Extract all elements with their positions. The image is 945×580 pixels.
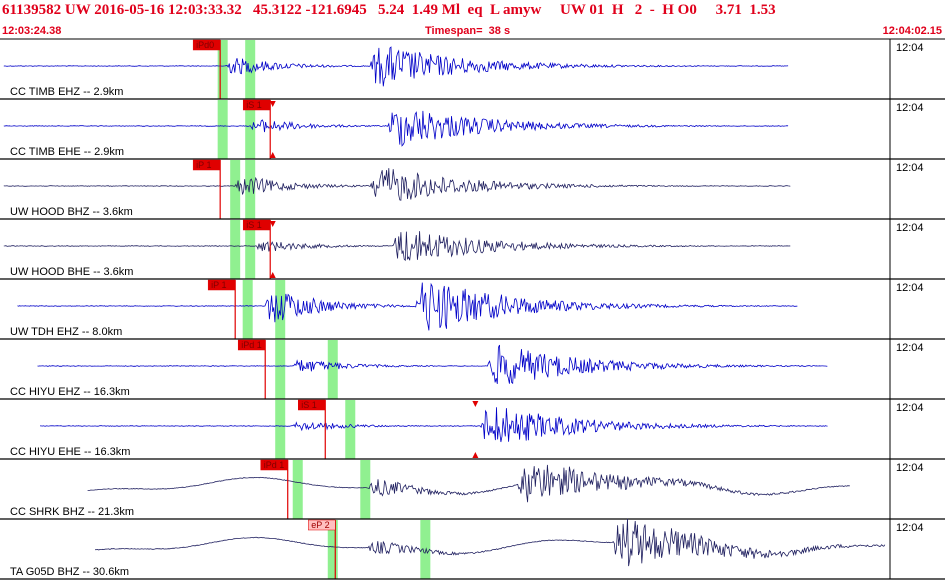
pick-triangle-top [269, 101, 276, 107]
travel-time-window [275, 400, 286, 459]
timespan-label: Timespan= 38 s [425, 25, 511, 37]
pick-triangle-top [472, 401, 479, 407]
phase-pick-label: iPd0 [196, 40, 214, 50]
phase-pick-flag[interactable] [260, 459, 288, 471]
pick-triangle-bottom [269, 272, 276, 278]
travel-time-window [360, 460, 371, 519]
phase-pick-label: iS 1 [246, 220, 262, 230]
waveform [87, 464, 850, 503]
waveform [17, 282, 798, 331]
time-axis-header: 12:03:24.38 Timespan= 38 s 12:04:02.15 [0, 25, 945, 38]
phase-pick-flag[interactable] [242, 99, 271, 111]
travel-time-window [327, 520, 338, 579]
travel-time-window [217, 100, 228, 159]
trace-row[interactable]: iPd0 CC TIMB EHZ -- 2.9km 12:04 [0, 39, 945, 100]
travel-time-window [230, 220, 241, 279]
channel-label: UW TDH EHZ -- 8.0km [10, 326, 122, 338]
row-time-label: 12:04 [896, 282, 924, 294]
phase-pick-flag[interactable] [192, 39, 221, 51]
trace-row[interactable]: iPd 1 CC SHRK BHZ -- 21.3km 12:04 [0, 459, 945, 520]
channel-label: CC HIYU EHE -- 16.3km [10, 446, 130, 458]
travel-time-window [217, 40, 228, 99]
phase-pick-flag[interactable] [237, 339, 266, 351]
phase-pick-flag[interactable] [192, 159, 221, 171]
phase-pick-flag[interactable] [242, 219, 271, 231]
travel-time-window [345, 400, 356, 459]
trace-row[interactable]: iS 1 CC TIMB EHE -- 2.9km 12:04 [0, 99, 945, 160]
travel-time-window [292, 460, 303, 519]
phase-pick-label: iP 1 [196, 160, 211, 170]
waveform [37, 344, 828, 385]
travel-time-window [420, 520, 431, 579]
travel-time-window [242, 280, 253, 339]
trace-row[interactable]: eP 2 TA G05D BHZ -- 30.6km 12:04 [0, 518, 945, 580]
event-header: 61139582 UW 2016-05-16 12:03:33.32 45.31… [0, 0, 945, 22]
phase-pick-label: iPd 1 [264, 460, 285, 470]
trace-row[interactable]: iS 1 CC HIYU EHE -- 16.3km 12:04 [0, 399, 945, 460]
pick-triangle-bottom [472, 452, 479, 458]
start-time: 12:03:24.38 [2, 25, 62, 37]
row-time-label: 12:04 [896, 342, 924, 354]
row-time-label: 12:04 [896, 462, 924, 474]
pick-triangle-top [269, 221, 276, 227]
row-time-label: 12:04 [896, 222, 924, 234]
phase-pick-label: iS 1 [301, 400, 317, 410]
waveform [3, 231, 791, 262]
phase-pick-label: eP 2 [311, 520, 329, 530]
travel-time-window [327, 340, 338, 399]
row-time-label: 12:04 [896, 402, 924, 414]
channel-label: CC TIMB EHE -- 2.9km [10, 146, 124, 158]
trace-row[interactable]: iP 1 UW TDH EHZ -- 8.0km 12:04 [0, 279, 945, 340]
end-time: 12:04:02.15 [882, 25, 942, 37]
channel-label: CC TIMB EHZ -- 2.9km [10, 86, 123, 98]
waveform [3, 168, 791, 201]
channel-label: UW HOOD BHZ -- 3.6km [10, 206, 133, 218]
travel-time-window [275, 280, 286, 339]
channel-label: TA G05D BHZ -- 30.6km [10, 566, 129, 578]
travel-time-window [230, 160, 241, 219]
travel-time-window [245, 220, 256, 279]
phase-pick-label: iPd 1 [241, 340, 262, 350]
trace-row[interactable]: iS 1 UW HOOD BHE -- 3.6km 12:04 [0, 219, 945, 280]
channel-label: CC SHRK BHZ -- 21.3km [10, 506, 134, 518]
row-time-label: 12:04 [896, 522, 924, 534]
waveform [3, 110, 789, 147]
event-summary-line: 61139582 UW 2016-05-16 12:03:33.32 45.31… [2, 2, 776, 18]
travel-time-window [245, 100, 256, 159]
phase-pick-label: iS 1 [246, 100, 262, 110]
phase-pick-flag[interactable] [298, 399, 326, 411]
pick-triangle-bottom [269, 152, 276, 158]
phase-pick-label: iP 1 [211, 280, 226, 290]
travel-time-window [245, 160, 256, 219]
trace-row[interactable]: iP 1 UW HOOD BHZ -- 3.6km 12:04 [0, 159, 945, 220]
travel-time-window [275, 340, 286, 399]
waveform [3, 46, 789, 87]
phase-pick-flag[interactable] [308, 519, 336, 531]
row-time-label: 12:04 [896, 42, 924, 54]
waveform [95, 518, 886, 567]
row-time-label: 12:04 [896, 102, 924, 114]
row-time-label: 12:04 [896, 162, 924, 174]
waveform [40, 407, 828, 443]
phase-pick-flag[interactable] [207, 279, 236, 291]
trace-row[interactable]: iPd 1 CC HIYU EHZ -- 16.3km 12:04 [0, 339, 945, 400]
channel-label: CC HIYU EHZ -- 16.3km [10, 386, 130, 398]
channel-label: UW HOOD BHE -- 3.6km [10, 266, 133, 278]
